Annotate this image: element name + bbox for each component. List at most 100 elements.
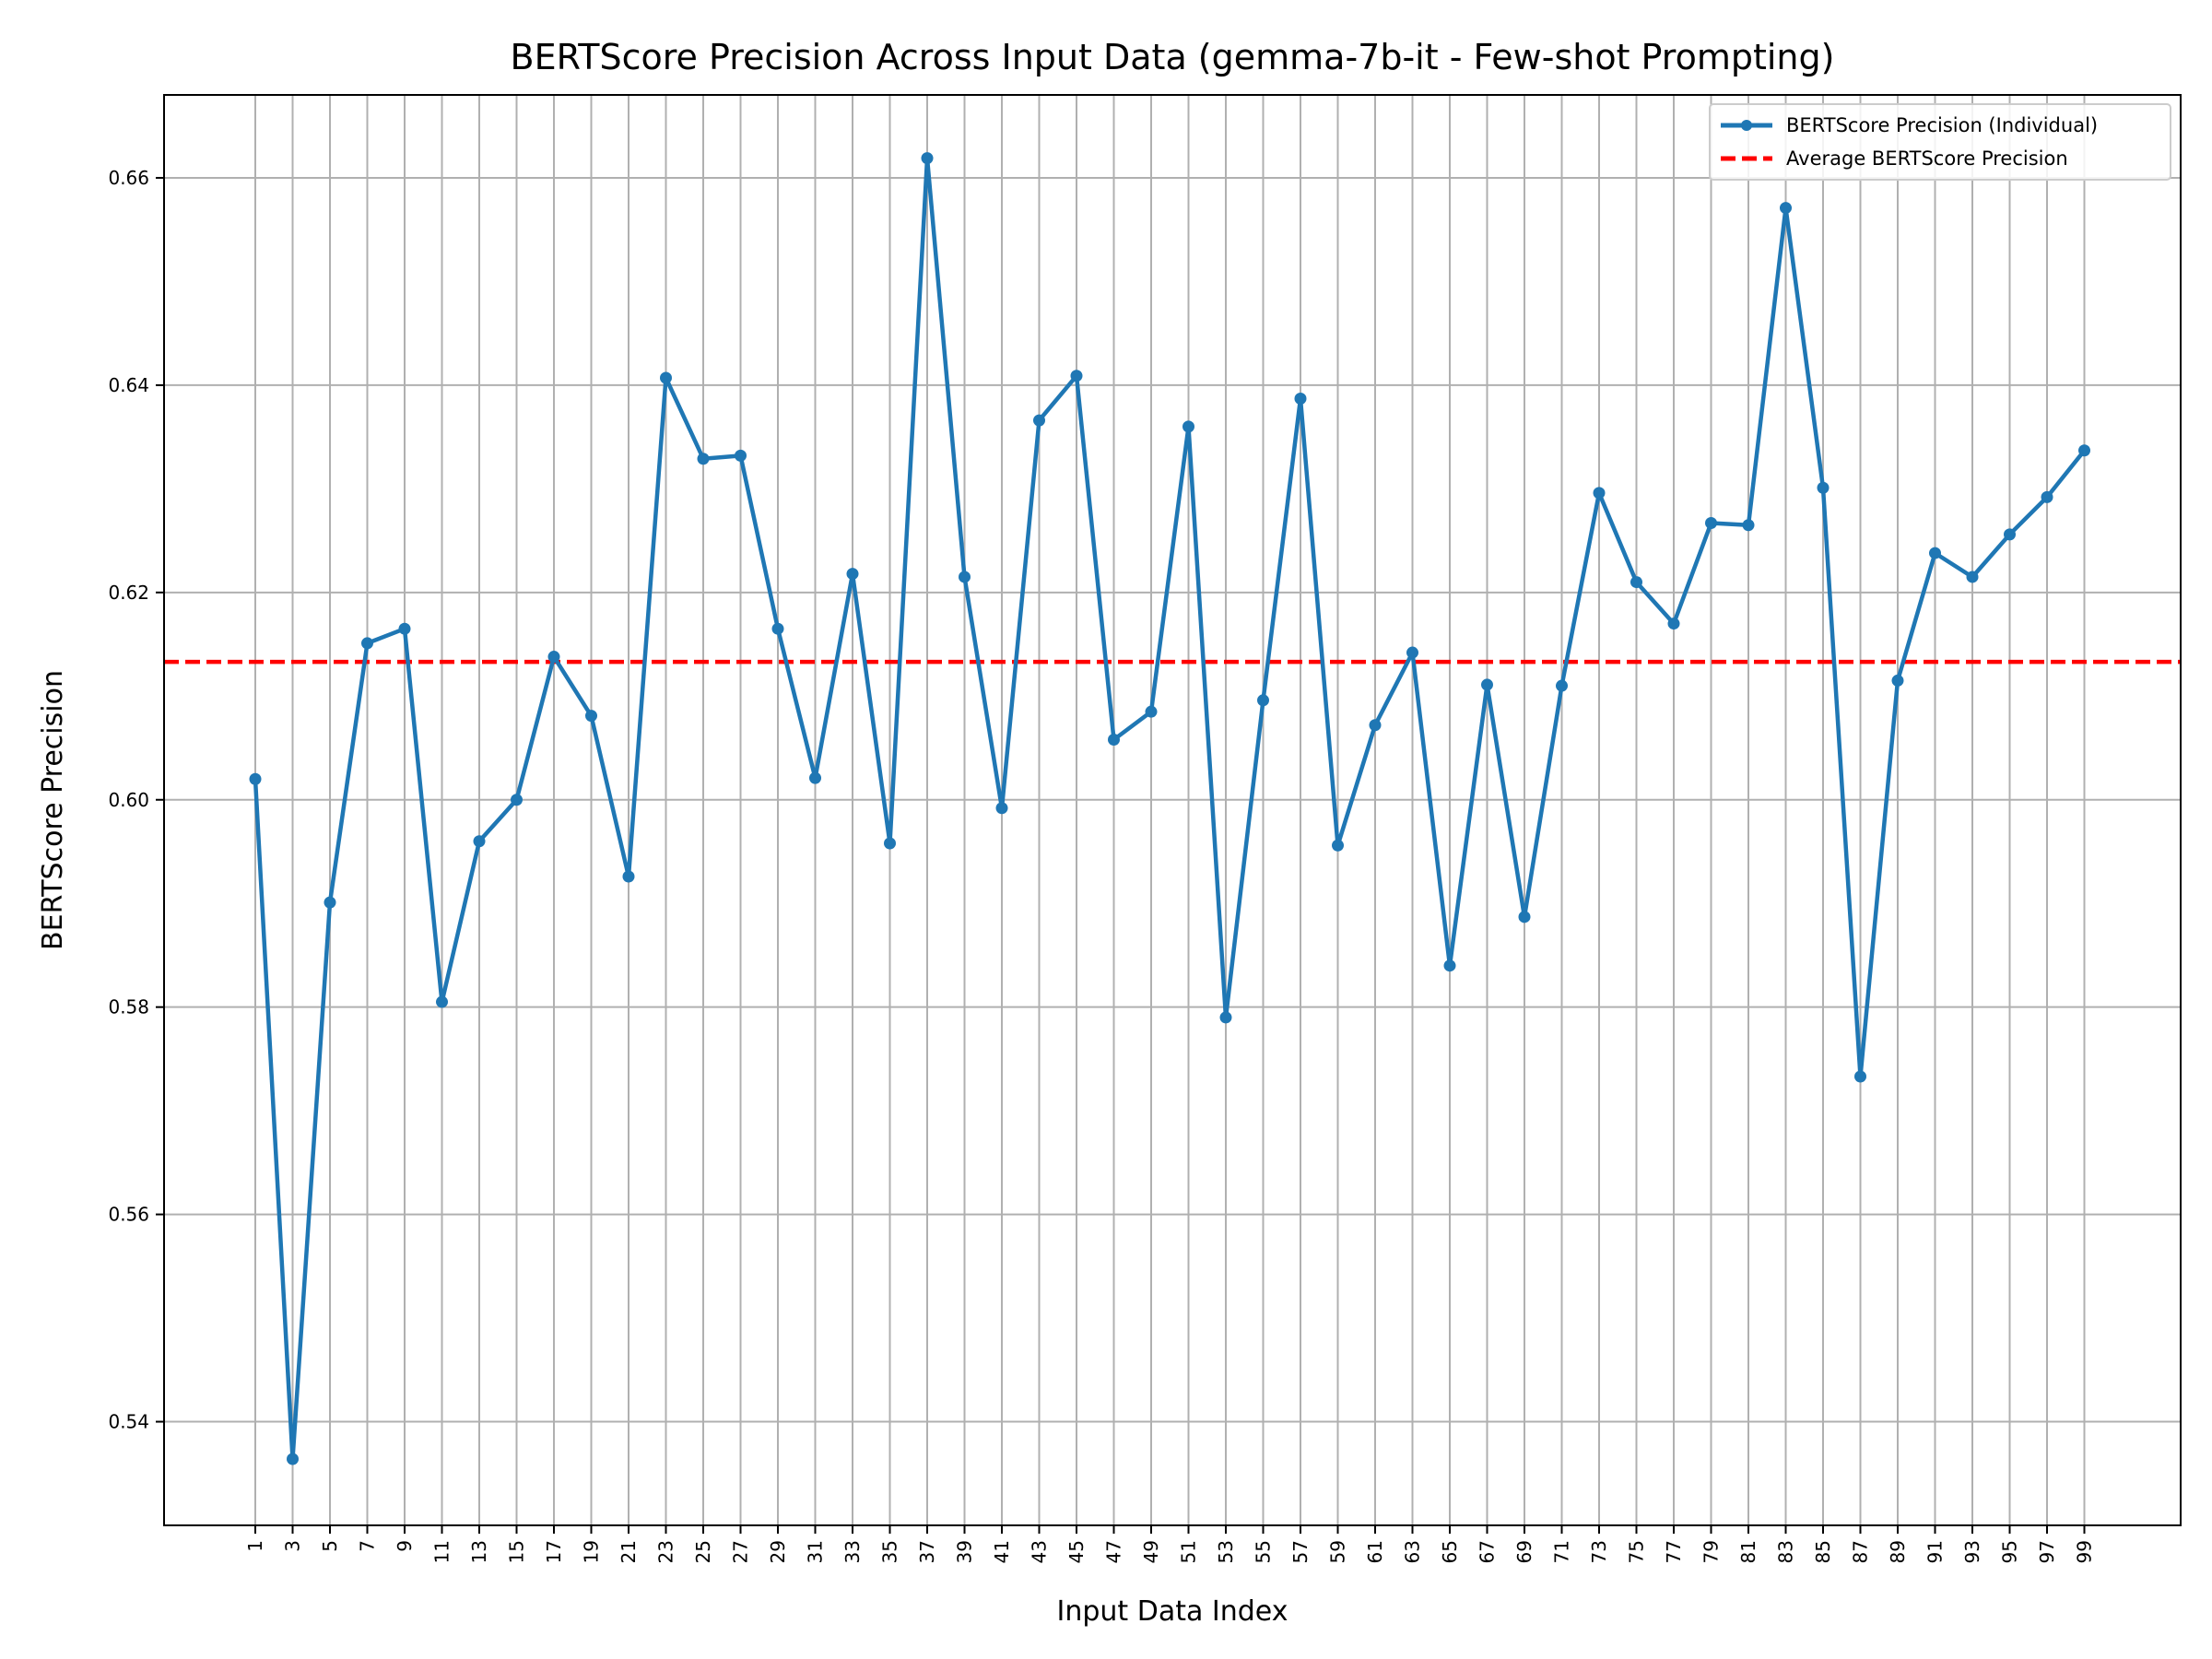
- x-tick-label: 33: [841, 1540, 864, 1563]
- x-tick-label: 47: [1103, 1540, 1125, 1563]
- precision-point: [361, 637, 373, 650]
- precision-point: [697, 453, 710, 465]
- y-tick-label: 0.58: [108, 996, 149, 1018]
- precision-point: [1033, 414, 1045, 427]
- x-tick-label: 97: [2036, 1540, 2058, 1563]
- precision-point: [735, 449, 747, 462]
- precision-point: [547, 651, 560, 664]
- x-tick-label: 85: [1812, 1540, 1834, 1563]
- precision-point: [884, 837, 896, 850]
- precision-point: [1556, 679, 1568, 692]
- x-tick-label: 71: [1551, 1540, 1573, 1563]
- x-tick-label: 39: [954, 1540, 976, 1563]
- precision-point: [1742, 519, 1755, 532]
- precision-point: [324, 896, 336, 909]
- legend-label-individual: BERTScore Precision (Individual): [1786, 114, 2098, 136]
- precision-point: [1891, 674, 1904, 687]
- y-axis: 0.54 0.56 0.58 0.60 0.62 0.64 0.66: [108, 167, 164, 1433]
- precision-point: [1854, 1070, 1866, 1083]
- precision-point: [249, 772, 262, 785]
- precision-point: [1929, 547, 1941, 559]
- precision-point: [921, 152, 934, 165]
- precision-point: [1108, 734, 1120, 747]
- precision-point: [511, 794, 523, 806]
- precision-point: [771, 622, 784, 635]
- x-tick-label: 51: [1178, 1540, 1200, 1563]
- x-tick-label: 69: [1513, 1540, 1535, 1563]
- y-tick-label: 0.66: [108, 167, 149, 189]
- x-tick-label: 55: [1253, 1540, 1275, 1563]
- x-tick-label: 23: [655, 1540, 677, 1563]
- y-tick-label: 0.62: [108, 582, 149, 604]
- precision-point: [959, 571, 971, 583]
- precision-point: [1705, 516, 1717, 529]
- legend-marker-individual: [1741, 120, 1752, 131]
- precision-point: [846, 568, 859, 581]
- x-tick-label: 25: [692, 1540, 714, 1563]
- precision-point: [1369, 719, 1382, 732]
- precision-series-line: [253, 156, 2087, 1462]
- x-tick-label: 19: [581, 1540, 603, 1563]
- x-tick-label: 91: [1924, 1540, 1947, 1563]
- x-tick-label: 75: [1626, 1540, 1648, 1563]
- x-tick-label: 59: [1327, 1540, 1349, 1563]
- precision-point: [1630, 576, 1642, 589]
- precision-point: [1406, 646, 1418, 659]
- x-tick-label: 83: [1775, 1540, 1797, 1563]
- precision-point: [1518, 911, 1531, 924]
- x-tick-label: 77: [1663, 1540, 1685, 1563]
- precision-point: [809, 771, 821, 784]
- x-tick-label: 17: [543, 1540, 565, 1563]
- legend: BERTScore Precision (Individual) Average…: [1709, 103, 2171, 181]
- x-tick-label: 29: [767, 1540, 789, 1563]
- x-tick-label: 9: [394, 1540, 416, 1552]
- x-tick-label: 7: [357, 1540, 379, 1552]
- precision-point: [473, 835, 486, 848]
- precision-point: [1481, 678, 1493, 691]
- x-tick-label: 27: [730, 1540, 752, 1563]
- y-tick-label: 0.64: [108, 374, 149, 396]
- precision-point: [585, 710, 597, 723]
- x-tick-label: 5: [319, 1540, 341, 1552]
- precision-point: [622, 870, 635, 883]
- x-tick-label: 45: [1065, 1540, 1088, 1563]
- x-tick-label: 21: [618, 1540, 640, 1563]
- x-tick-label: 49: [1140, 1540, 1162, 1563]
- x-tick-label: 15: [506, 1540, 528, 1563]
- x-tick-label: 37: [916, 1540, 938, 1563]
- x-tick-label: 11: [431, 1540, 453, 1563]
- x-tick-label: 43: [1029, 1540, 1051, 1563]
- x-tick-label: 89: [1887, 1540, 1909, 1563]
- x-tick-label: 63: [1402, 1540, 1424, 1563]
- precision-point: [1443, 959, 1456, 972]
- x-tick-label: 35: [879, 1540, 901, 1563]
- precision-point: [287, 1453, 299, 1465]
- x-tick-label: 79: [1700, 1540, 1723, 1563]
- y-tick-label: 0.56: [108, 1204, 149, 1226]
- x-tick-label: 81: [1737, 1540, 1759, 1563]
- precision-point: [2078, 444, 2090, 457]
- x-tick-label: 99: [2074, 1540, 2096, 1563]
- precision-point: [1593, 487, 1606, 500]
- y-axis-title: BERTScore Precision: [37, 670, 69, 950]
- x-tick-label: 87: [1850, 1540, 1872, 1563]
- x-tick-label: 73: [1588, 1540, 1610, 1563]
- legend-box: [1709, 103, 2171, 181]
- precision-point: [1145, 705, 1158, 718]
- x-tick-label: 65: [1439, 1540, 1461, 1563]
- precision-point: [436, 995, 448, 1008]
- precision-point: [1332, 839, 1344, 852]
- precision-point: [1780, 202, 1792, 215]
- y-tick-label: 0.60: [108, 789, 149, 811]
- y-tick-label: 0.54: [108, 1411, 149, 1433]
- legend-label-average: Average BERTScore Precision: [1786, 147, 2068, 170]
- precision-point: [660, 371, 672, 384]
- x-tick-label: 41: [991, 1540, 1013, 1563]
- x-tick-label: 61: [1364, 1540, 1386, 1563]
- x-tick-label: 1: [244, 1540, 266, 1552]
- precision-point: [1257, 694, 1269, 707]
- precision-point: [2041, 490, 2053, 503]
- precision-point: [1966, 571, 1979, 583]
